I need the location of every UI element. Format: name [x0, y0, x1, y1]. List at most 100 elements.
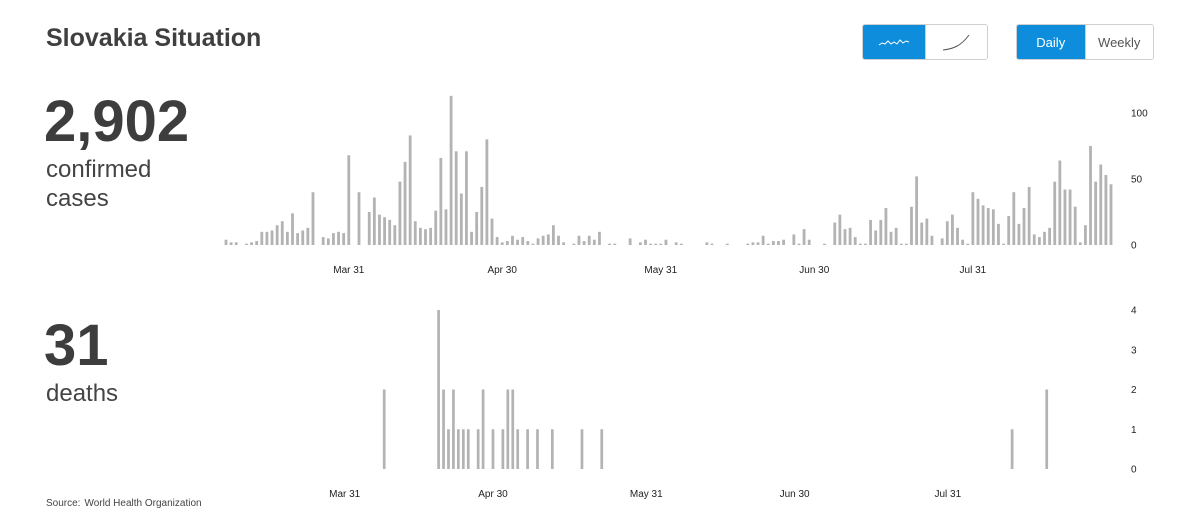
case-bar [858, 243, 862, 245]
case-bar [956, 227, 959, 245]
case-bar [444, 209, 448, 245]
case-bar [823, 243, 826, 245]
case-bar [777, 241, 780, 245]
source-name: World Health Organization [84, 498, 202, 509]
case-bar [961, 239, 965, 245]
y-tick-label: 1 [1131, 425, 1137, 436]
death-bar [476, 429, 480, 469]
death-bar [580, 429, 584, 469]
daily-button[interactable]: Daily [1017, 25, 1085, 59]
log-scale-button[interactable] [924, 25, 987, 59]
case-bar [521, 237, 525, 245]
case-bar [311, 192, 315, 245]
case-bar [997, 223, 1000, 245]
death-bar [452, 389, 455, 469]
case-bar [337, 231, 340, 245]
case-bar [853, 237, 857, 245]
case-bar [378, 214, 381, 245]
case-bar [679, 243, 683, 245]
y-tick-label: 3 [1131, 345, 1137, 356]
case-bar [439, 157, 443, 245]
case-bar [270, 230, 274, 245]
case-bar [792, 234, 796, 245]
y-tick-label: 0 [1131, 241, 1137, 252]
case-bar [229, 242, 233, 245]
case-bar [848, 227, 852, 245]
case-bar [756, 242, 760, 245]
case-bar [981, 205, 985, 245]
death-bar [382, 389, 386, 469]
case-bar [843, 229, 847, 245]
page-title: Slovakia Situation [46, 24, 262, 52]
case-bar [725, 243, 729, 245]
case-bar [971, 192, 975, 245]
case-bar [951, 214, 954, 245]
case-bar [838, 214, 842, 245]
case-bar [879, 219, 883, 245]
case-bar [1017, 223, 1021, 245]
case-bar [899, 243, 903, 245]
case-bar [536, 238, 540, 245]
case-bar [710, 243, 714, 245]
death-bar [437, 310, 440, 469]
case-bar [751, 242, 755, 245]
case-bar [644, 239, 647, 245]
case-bar [296, 233, 300, 245]
case-bar [393, 225, 397, 245]
x-tick-label: Mar 31 [333, 265, 365, 276]
y-tick-label: 50 [1131, 175, 1143, 186]
case-bar [347, 155, 351, 245]
linear-scale-button[interactable] [863, 25, 925, 59]
case-bar [291, 213, 294, 245]
death-bar [506, 389, 510, 469]
case-bar [592, 239, 596, 245]
case-bar [628, 238, 632, 245]
y-tick-label: 100 [1131, 109, 1148, 120]
x-tick-label: Jun 30 [780, 489, 810, 500]
death-bar [550, 429, 554, 469]
case-bar [372, 197, 376, 245]
case-bar [608, 243, 612, 245]
death-bar [442, 389, 445, 469]
confirmed-cases-total: 2,902 [44, 89, 190, 154]
case-bar [321, 237, 325, 245]
death-bar [526, 429, 529, 469]
case-bar [1012, 192, 1016, 245]
death-bar [491, 429, 495, 469]
case-bar [874, 230, 878, 245]
case-bar [1068, 189, 1072, 245]
case-bar [807, 239, 811, 245]
case-bar [869, 219, 872, 245]
case-bar [562, 242, 566, 245]
case-bar [945, 221, 949, 245]
deaths-label: deaths [46, 380, 119, 407]
x-tick-label: Apr 30 [487, 265, 517, 276]
death-bar [536, 429, 539, 469]
x-tick-label: Jun 30 [799, 265, 829, 276]
case-bar [864, 243, 867, 245]
case-bar [1073, 206, 1077, 245]
weekly-button[interactable]: Weekly [1084, 25, 1153, 59]
case-bar [531, 243, 535, 245]
y-tick-label: 4 [1131, 306, 1137, 317]
source-prefix: Source: [46, 498, 81, 509]
case-bar [234, 242, 238, 245]
case-bar [884, 208, 888, 245]
y-tick-label: 2 [1131, 385, 1137, 396]
case-bar [301, 230, 305, 245]
case-bar [940, 238, 944, 245]
case-bar [224, 239, 228, 245]
case-bar [797, 243, 801, 245]
case-bar [551, 225, 555, 245]
case-bar [915, 176, 919, 245]
case-bar [357, 192, 361, 245]
case-bar [705, 242, 709, 245]
death-bar [447, 429, 450, 469]
case-bar [480, 186, 484, 245]
case-bar [1084, 225, 1087, 245]
case-bar [418, 227, 422, 245]
case-bar [367, 212, 371, 245]
case-bar [1078, 242, 1082, 245]
case-bar [388, 219, 392, 245]
